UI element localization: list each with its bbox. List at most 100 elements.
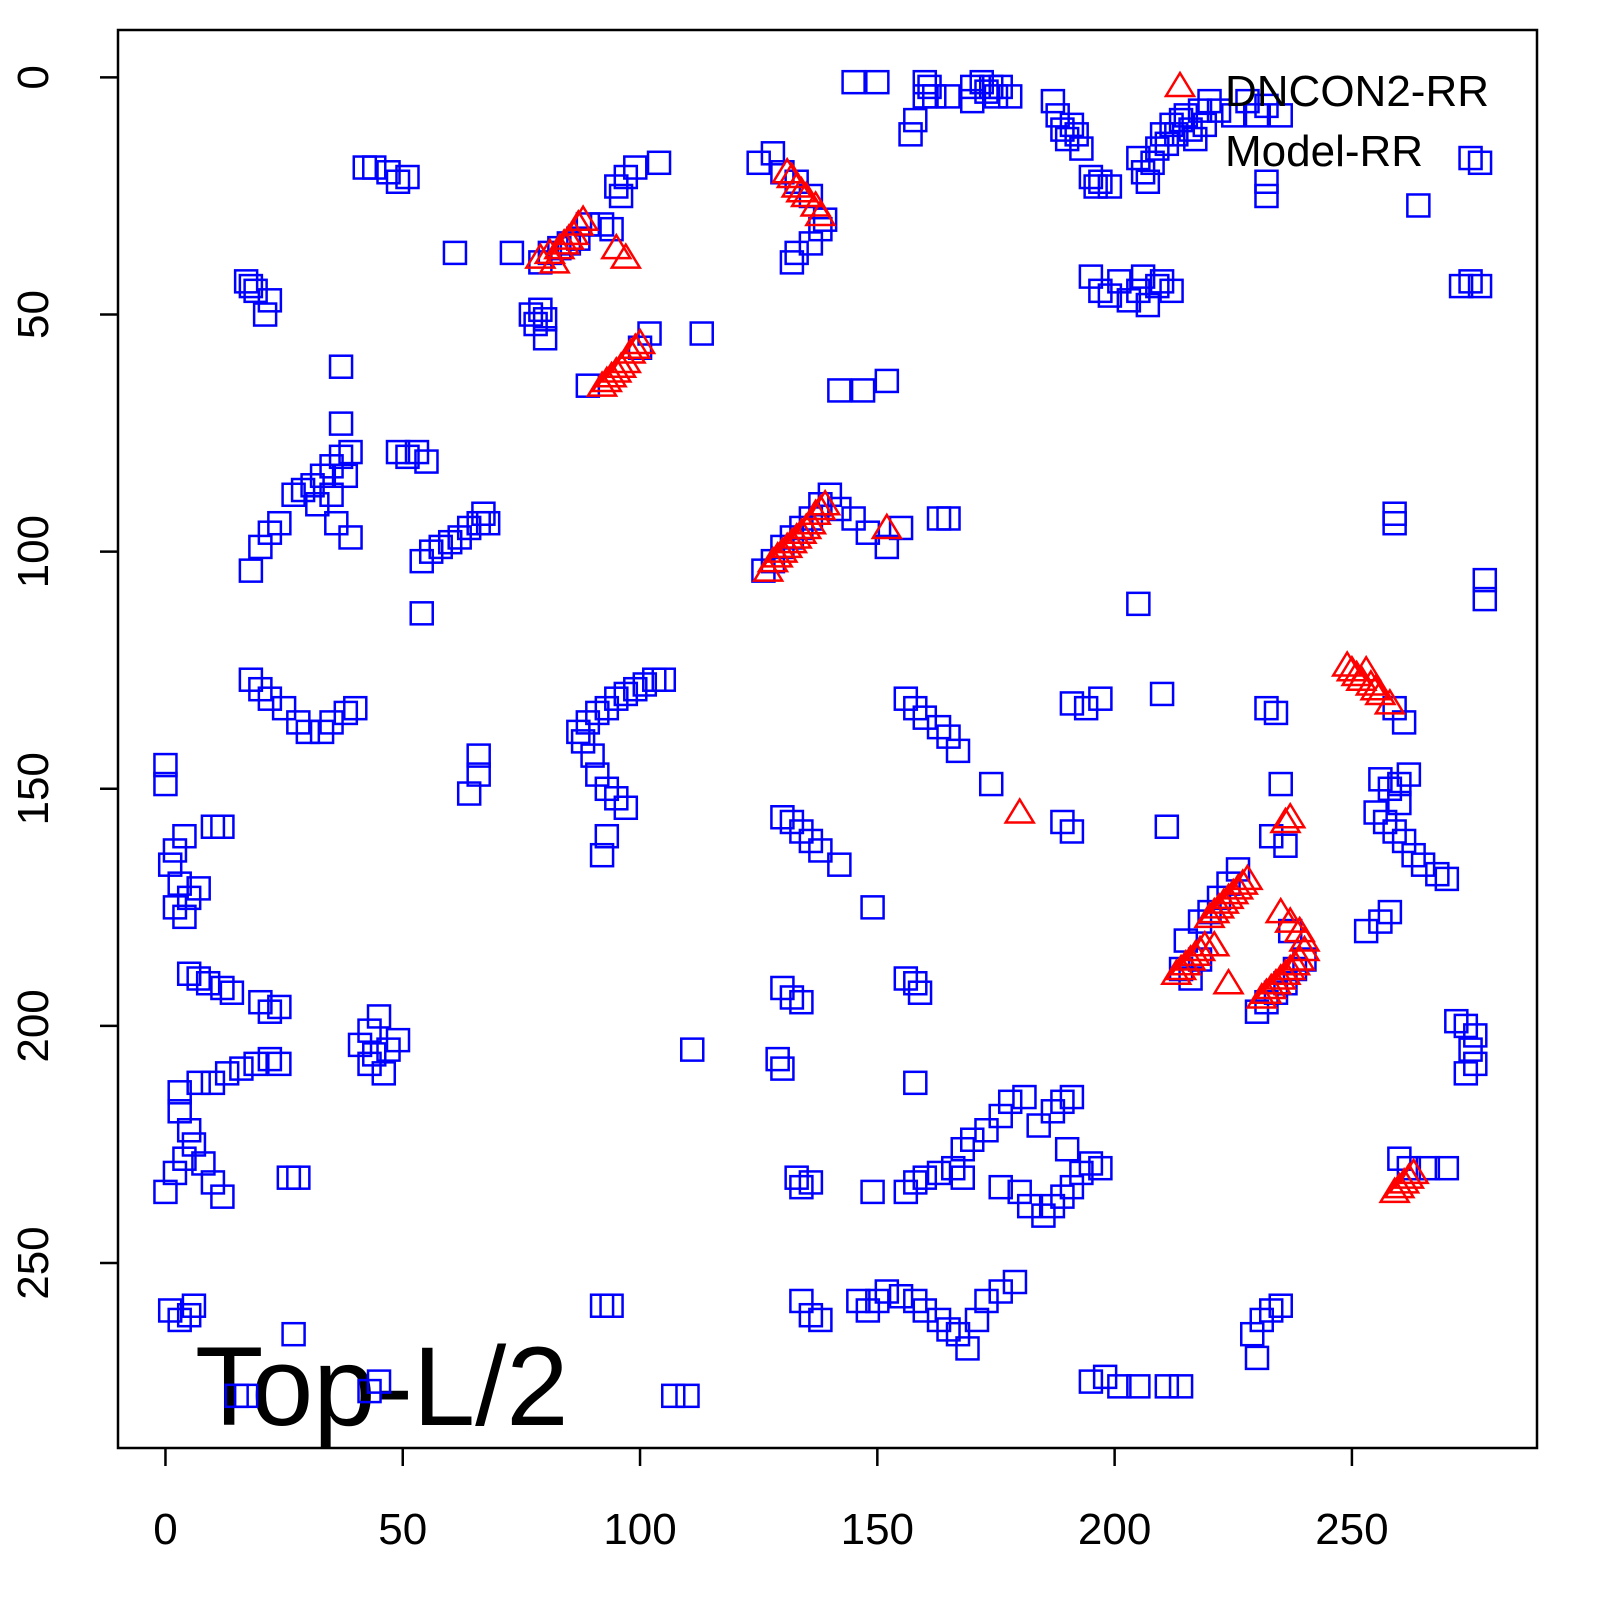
point [257,999,283,1024]
point [917,74,942,100]
point [309,463,335,489]
point [893,966,919,991]
point [1168,1374,1194,1399]
point [1406,193,1431,218]
point [936,84,961,109]
point [1073,695,1099,721]
point [238,273,264,299]
point [1383,1171,1416,1199]
point [1088,686,1113,711]
point [590,365,624,393]
point [229,1056,254,1081]
point [1059,1174,1085,1200]
point [1254,695,1279,721]
point [200,1170,226,1195]
point [362,155,387,180]
point [997,84,1023,109]
point [1187,98,1213,123]
point [898,122,923,147]
point [912,1165,938,1190]
point [191,1151,216,1176]
point [1012,1084,1037,1110]
point [1472,567,1498,593]
point [1391,710,1417,735]
point [964,1307,990,1333]
point [1458,269,1483,294]
point [808,488,842,516]
point [395,444,420,470]
point [604,786,629,811]
point [1054,126,1080,152]
point [243,278,268,304]
point [1382,819,1407,844]
point [281,482,306,508]
point [1003,797,1036,824]
point [200,1070,226,1096]
point [1392,1162,1426,1189]
point [328,411,354,436]
point [271,695,297,721]
point [547,228,581,255]
point [1145,273,1170,299]
point [865,1288,890,1314]
point [936,724,961,749]
point [950,1165,976,1190]
point [784,1165,809,1190]
point [532,326,558,351]
point [770,1056,795,1081]
point [1183,126,1208,152]
point [324,510,349,536]
point [1453,1061,1479,1086]
point [181,1293,207,1318]
point [1368,767,1393,792]
point [309,719,335,745]
point [865,69,890,95]
point [604,686,629,711]
point [186,966,211,991]
point [799,498,832,525]
point [775,526,809,554]
point [295,719,321,745]
point [1050,1089,1075,1115]
point [1250,977,1283,1004]
point [945,1321,971,1347]
point [1444,1008,1469,1034]
point [357,1018,382,1043]
point [162,838,188,863]
point [974,1288,999,1314]
point [1244,103,1270,128]
point [1135,292,1161,318]
point [347,1032,373,1058]
point [1088,169,1113,195]
point [1258,1298,1284,1323]
point [1401,842,1426,868]
point [1434,866,1460,892]
point [1458,145,1483,171]
point [903,695,928,721]
point [532,307,558,332]
point [789,1288,814,1314]
point [328,354,354,379]
point [1269,958,1302,986]
point [172,1146,197,1171]
point [893,1179,919,1205]
point [614,337,647,364]
point [585,700,610,726]
point [456,781,482,806]
point [1467,150,1493,176]
point [613,164,639,190]
point [1382,510,1407,536]
point [679,1037,705,1062]
point [912,1298,938,1323]
point [907,980,933,1005]
point [357,1051,382,1077]
point [1160,958,1193,986]
point [357,1378,382,1404]
point [765,1046,790,1072]
point [1083,174,1108,199]
point [338,525,363,550]
point [1054,1136,1080,1162]
point [1206,98,1232,123]
point [1126,591,1151,617]
point [437,529,463,555]
